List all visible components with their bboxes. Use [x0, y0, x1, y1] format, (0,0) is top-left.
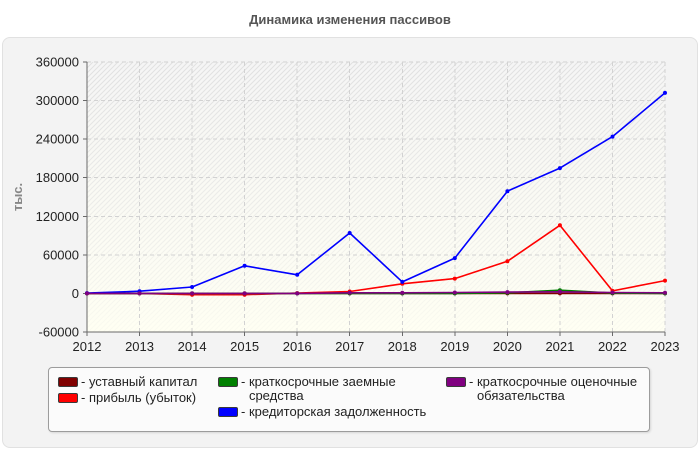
data-point [610, 290, 615, 295]
x-tick-label: 2018 [388, 339, 417, 354]
data-point [347, 290, 352, 295]
legend-item: - краткосрочные заемные средства [218, 375, 434, 403]
data-point [663, 90, 667, 95]
x-tick-label: 2016 [283, 339, 312, 354]
data-point [557, 289, 562, 294]
legend-prefix: - [81, 390, 89, 405]
legend-swatch [58, 393, 78, 403]
x-tick-label: 2014 [178, 339, 207, 354]
data-point [557, 166, 562, 171]
legend-prefix: - [241, 404, 249, 419]
legend-prefix: - [241, 374, 249, 389]
legend-swatch [218, 407, 238, 417]
legend-item: - краткосрочные оценочные обязательства [446, 375, 647, 403]
data-point [400, 290, 405, 295]
legend-label: краткосрочные оценочные обязательства [476, 374, 638, 403]
data-point [452, 290, 457, 295]
data-point [505, 189, 510, 194]
data-point [663, 278, 667, 283]
x-tick-label: 2017 [335, 339, 364, 354]
legend-label: краткосрочные заемные средства [248, 374, 396, 403]
legend-column: - краткосрочные оценочные обязательства [446, 375, 647, 403]
y-tick-label: 60000 [43, 247, 79, 262]
legend-swatch [58, 377, 78, 387]
series-line [87, 290, 666, 295]
x-tick-label: 2015 [230, 339, 259, 354]
data-point [557, 223, 562, 228]
y-tick-label: 180000 [36, 170, 79, 185]
data-point [505, 259, 510, 264]
legend-prefix: - [81, 374, 89, 389]
x-tick-label: 2020 [493, 339, 522, 354]
data-point [400, 279, 405, 284]
y-axis-title: тыс. [10, 183, 25, 211]
data-point [295, 291, 300, 296]
legend-swatch [218, 377, 238, 387]
legend-item: - прибыль (убыток) [58, 391, 209, 405]
data-point [137, 291, 142, 296]
series-5 [85, 289, 667, 296]
legend: - уставный капитал - прибыль (убыток) - кр… [48, 367, 650, 432]
y-tick-label: -60000 [39, 325, 79, 340]
data-point [610, 134, 615, 139]
legend-label: кредиторская задолженность [248, 404, 427, 419]
data-point [452, 276, 457, 281]
y-tick-label: 300000 [36, 93, 79, 108]
y-tick-label: 120000 [36, 209, 79, 224]
data-point [452, 256, 457, 261]
y-tick-label: 360000 [36, 55, 79, 70]
series-line [87, 224, 666, 296]
y-tick-label: 240000 [36, 132, 79, 147]
legend-column: - краткосрочные заемные средства - кредит… [218, 375, 434, 419]
legend-item: - кредиторская задолженность [218, 405, 434, 419]
data-point [295, 272, 300, 277]
series-layer [85, 90, 667, 297]
data-point [347, 231, 352, 235]
data-point [242, 291, 247, 296]
x-tick-label: 2019 [440, 339, 469, 354]
legend-column: - уставный капитал - прибыль (убыток) [58, 375, 209, 405]
legend-item: - уставный капитал [58, 375, 209, 389]
legend-label: прибыль (убыток) [88, 390, 197, 405]
data-point [85, 291, 89, 296]
x-tick-label: 2023 [651, 339, 680, 354]
legend-prefix: - [469, 374, 477, 389]
data-point [190, 285, 195, 289]
x-tick-label: 2021 [545, 339, 574, 354]
x-tick-label: 2022 [598, 339, 627, 354]
data-point [190, 291, 195, 296]
chart-title: Динамика изменения пассивов [249, 12, 451, 27]
x-tick-label: 2012 [73, 339, 102, 354]
data-point [663, 290, 667, 295]
x-tick-label: 2013 [125, 339, 154, 354]
axes: -60000 0 60000 120000 180000 240000 300000 3600… [36, 55, 680, 355]
y-tick-label: 0 [72, 286, 79, 301]
data-point [242, 263, 247, 268]
data-point [505, 290, 510, 295]
legend-swatch [446, 377, 466, 387]
series-line [86, 92, 666, 294]
legend-label: уставный капитал [88, 374, 198, 389]
line-chart: -60000 0 60000 120000 180000 240000 300000 3600… [10, 55, 680, 355]
